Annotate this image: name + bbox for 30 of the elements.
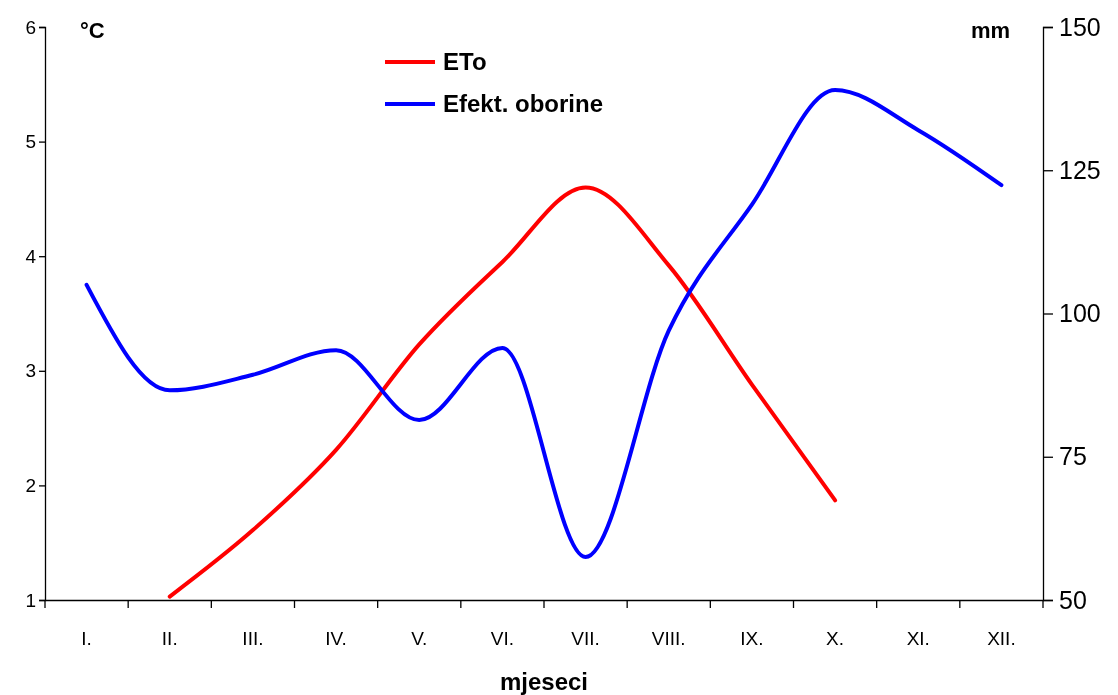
y2-tick-label: 150 (1059, 12, 1101, 41)
x-axis-title: mjeseci (499, 668, 589, 695)
x-tick-label: II. (161, 627, 178, 649)
y-axis-title: °C (80, 18, 105, 43)
y-tick-label: 6 (25, 16, 36, 38)
y2-tick-label: 50 (1059, 585, 1087, 614)
y-tick-label: 2 (25, 474, 36, 496)
x-tick-label: IX. (740, 627, 764, 649)
x-tick-label: III. (242, 627, 264, 649)
y2-tick-label: 75 (1059, 442, 1087, 471)
x-tick-label: VIII. (651, 627, 686, 649)
legend-label: Efekt. oborine (443, 90, 604, 117)
x-tick-label: IV. (325, 627, 347, 649)
y-tick-label: 5 (25, 131, 36, 153)
x-tick-label: XII. (987, 627, 1016, 649)
y2-tick-label: 125 (1059, 155, 1101, 184)
x-tick-label: XI. (906, 627, 930, 649)
legend-label: ETo (443, 48, 487, 75)
line-series (167, 185, 838, 599)
x-tick-label: X. (826, 627, 845, 649)
y-tick-label: 1 (25, 589, 36, 611)
y-tick-label: 4 (25, 245, 37, 267)
y-tick-label: 3 (25, 360, 36, 382)
x-tick-label: I. (81, 627, 92, 649)
line-series (84, 88, 1004, 560)
y2-tick-label: 100 (1059, 299, 1101, 327)
x-tick-label: V. (411, 627, 428, 649)
x-tick-label: VII. (571, 627, 600, 649)
x-tick-label: VI. (490, 627, 515, 649)
y2-axis-title: mm (970, 18, 1010, 43)
